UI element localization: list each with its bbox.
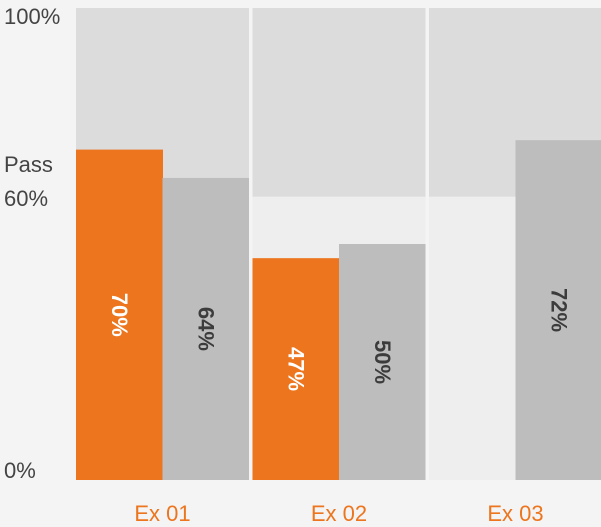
bar-ex-02-series-1	[252, 258, 340, 480]
bar-label-ex-02-series-1: 47%	[283, 347, 308, 391]
bar-ex-01-series-2	[162, 177, 249, 481]
y-axis: 100% 60% 0% Pass	[4, 4, 60, 483]
x-tick-label-ex-01: Ex 01	[134, 501, 190, 526]
pass-label: Pass	[4, 152, 53, 177]
x-tick-label-ex-02: Ex 02	[311, 501, 367, 526]
x-tick-label-ex-03: Ex 03	[487, 501, 543, 526]
y-tick-label-0: 0%	[4, 458, 36, 483]
bar-value-labels: 70% 64% 47% 50% 72%	[107, 288, 572, 391]
bar-ex-02-series-2	[339, 244, 426, 480]
bar-ex-01-series-1	[76, 149, 163, 480]
bar-label-ex-02-series-2: 50%	[370, 340, 395, 384]
y-tick-label-100: 100%	[4, 4, 60, 29]
y-tick-label-60: 60%	[4, 186, 48, 211]
bar-label-ex-03-series-2: 72%	[546, 288, 571, 332]
x-axis: Ex 01 Ex 02 Ex 03	[134, 501, 543, 526]
bars	[76, 140, 601, 481]
panel-upper-ex-02	[252, 8, 426, 197]
bar-label-ex-01-series-1: 70%	[107, 293, 132, 337]
bar-ex-03-series-2	[515, 140, 601, 480]
bar-label-ex-01-series-2: 64%	[193, 307, 218, 351]
